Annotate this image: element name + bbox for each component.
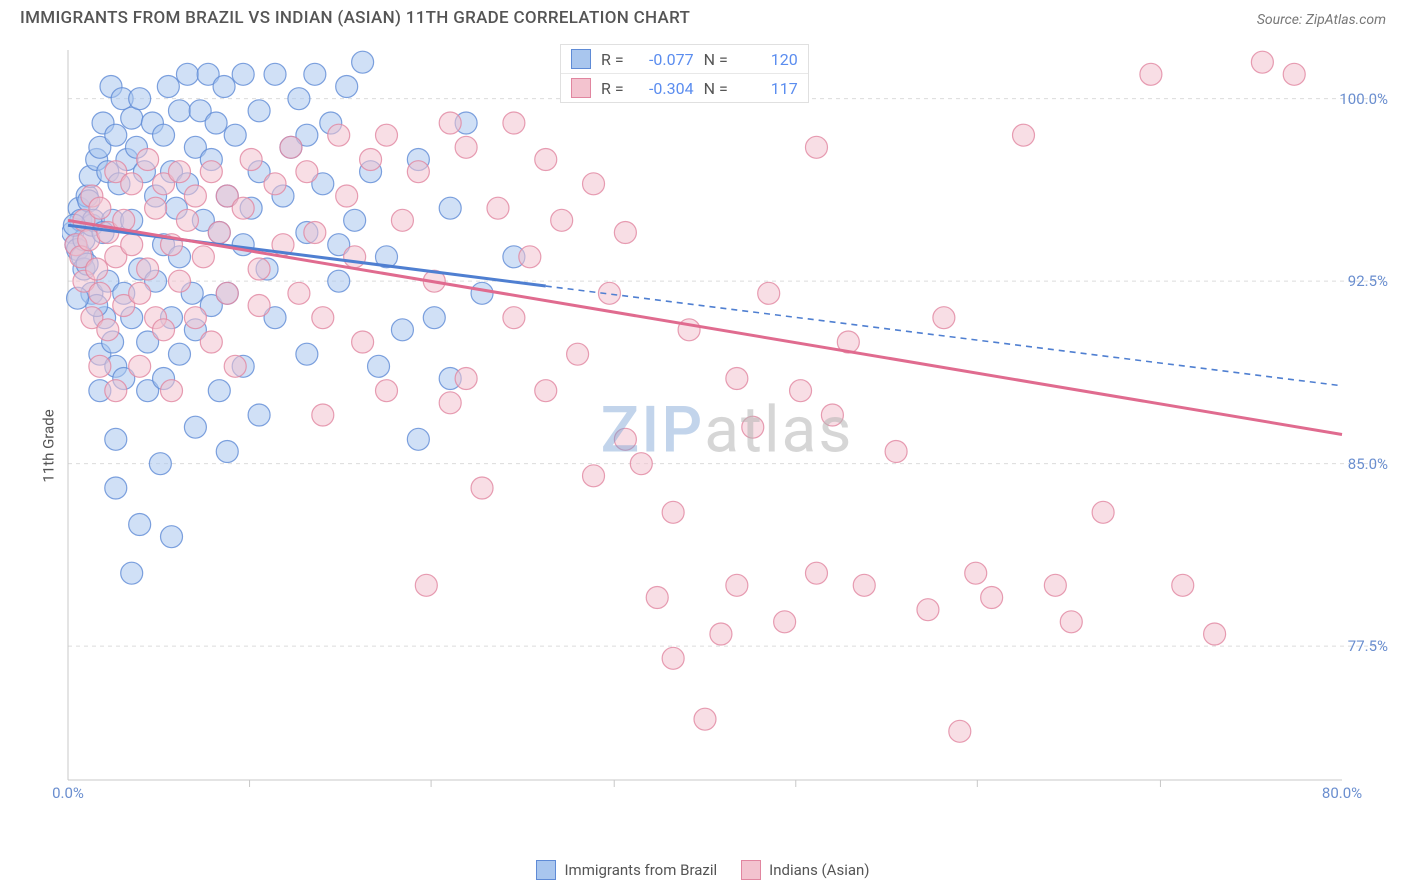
n-label: N = <box>704 50 728 69</box>
r-value: -0.077 <box>634 50 694 69</box>
chart-title: IMMIGRANTS FROM BRAZIL VS INDIAN (ASIAN)… <box>20 8 690 28</box>
r-value: -0.304 <box>634 79 694 98</box>
y-axis-label: 11th Grade <box>40 409 58 482</box>
legend-item-indian: Indians (Asian) <box>741 860 869 880</box>
xtick-label: 80.0% <box>1322 784 1362 802</box>
legend-label: Indians (Asian) <box>769 861 869 879</box>
xtick-label: 0.0% <box>52 784 84 802</box>
legend-label: Immigrants from Brazil <box>564 861 717 879</box>
ytick-label: 100.0% <box>1339 90 1388 108</box>
r-label: R = <box>601 79 624 98</box>
ytick-label: 85.0% <box>1348 455 1388 473</box>
source-value: ZipAtlas.com <box>1306 12 1386 28</box>
correlation-stats-box: R = -0.077 N = 120 R = -0.304 N = 117 <box>560 44 809 103</box>
bottom-legend: Immigrants from Brazil Indians (Asian) <box>0 860 1406 880</box>
ytick-label: 92.5% <box>1348 272 1388 290</box>
swatch-icon <box>571 49 591 69</box>
source-label: Source: <box>1257 12 1306 28</box>
n-value: 117 <box>738 79 798 98</box>
swatch-icon <box>741 860 761 880</box>
chart-area: ZIPatlas 77.5%85.0%92.5%100.0%0.0%80.0% <box>62 40 1392 820</box>
scatter-chart <box>62 40 1392 820</box>
r-label: R = <box>601 50 624 69</box>
swatch-icon <box>571 78 591 98</box>
n-value: 120 <box>738 50 798 69</box>
legend-item-brazil: Immigrants from Brazil <box>536 860 717 880</box>
n-label: N = <box>704 79 728 98</box>
source: Source: ZipAtlas.com <box>1257 9 1386 28</box>
stats-row-indian: R = -0.304 N = 117 <box>561 73 808 102</box>
stats-row-brazil: R = -0.077 N = 120 <box>561 45 808 73</box>
ytick-label: 77.5% <box>1348 637 1388 655</box>
swatch-icon <box>536 860 556 880</box>
